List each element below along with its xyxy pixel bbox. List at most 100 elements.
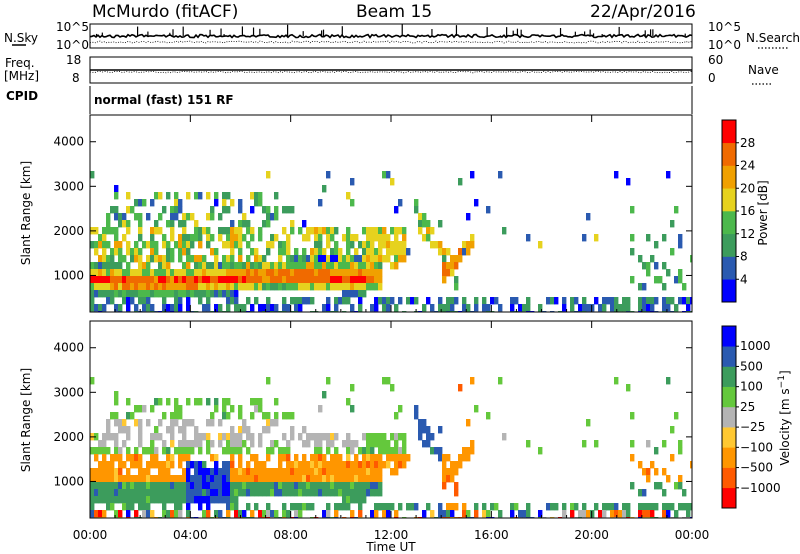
power-cell — [330, 234, 335, 242]
velocity-cell — [366, 482, 371, 490]
power-cell — [322, 262, 327, 270]
power-cell — [366, 262, 371, 270]
velocity-cell — [174, 482, 179, 490]
power-cell — [378, 276, 383, 284]
power-cell — [334, 262, 339, 270]
velocity-cell — [114, 412, 119, 420]
velocity-cell — [462, 454, 467, 462]
velocity-cell — [262, 412, 267, 420]
velocity-cell — [134, 482, 139, 490]
power-cell — [202, 255, 207, 263]
velocity-cell — [246, 489, 251, 497]
velocity-cell — [166, 468, 171, 476]
velocity-cell — [226, 489, 231, 497]
velocity-cell — [234, 468, 239, 476]
velocity-cell — [214, 489, 219, 497]
power-cell — [266, 220, 271, 228]
velocity-cell — [442, 468, 447, 476]
power-cell — [138, 297, 143, 305]
velocity-cell — [466, 419, 471, 427]
power-cell — [274, 192, 279, 200]
power-cell — [230, 227, 235, 235]
power-cell — [238, 220, 243, 228]
velocity-cell — [114, 510, 119, 518]
velocity-cell — [170, 440, 175, 448]
power-cell — [150, 199, 155, 207]
power-cell — [198, 290, 203, 298]
velocity-cell — [386, 377, 391, 385]
velocity-cell — [170, 454, 175, 462]
power-cell — [226, 206, 231, 214]
velocity-cell — [126, 503, 131, 511]
velocity-cell — [334, 475, 339, 483]
power-cell — [90, 290, 95, 298]
y-tick-label: 3000 — [53, 385, 84, 399]
power-cell — [286, 234, 291, 242]
velocity-cell — [118, 461, 123, 469]
power-cell — [266, 276, 271, 284]
velocity-cell — [222, 489, 227, 497]
power-cell — [266, 171, 271, 179]
power-cell — [398, 297, 403, 305]
power-cell — [162, 297, 167, 305]
power-cell — [154, 276, 159, 284]
power-cell — [310, 283, 315, 291]
velocity-cell — [418, 433, 423, 441]
power-cell — [94, 304, 99, 312]
power-cell — [146, 283, 151, 291]
velocity-cell — [370, 510, 375, 518]
velocity-cell — [266, 377, 271, 385]
velocity-cell — [630, 412, 635, 420]
velocity-cell — [158, 419, 163, 427]
velocity-cell — [174, 398, 179, 406]
power-y-axis-label: Slant Range [km] — [19, 161, 33, 265]
velocity-cell — [186, 510, 191, 518]
power-cell — [170, 283, 175, 291]
velocity-cell — [318, 475, 323, 483]
velocity-cell — [218, 489, 223, 497]
power-cell — [106, 241, 111, 249]
power-cell — [242, 276, 247, 284]
power-cell — [206, 304, 211, 312]
power-cell — [350, 241, 355, 249]
velocity-cell — [118, 489, 123, 497]
velocity-cell — [418, 426, 423, 434]
velocity-cell — [190, 496, 195, 504]
velocity-cell — [274, 440, 279, 448]
power-cell — [678, 269, 683, 277]
power-cell — [226, 276, 231, 284]
power-cell — [442, 255, 447, 263]
power-cell — [458, 248, 463, 256]
velocity-cell — [326, 475, 331, 483]
power-cell — [198, 241, 203, 249]
velocity-cell — [350, 475, 355, 483]
velocity-cell — [214, 482, 219, 490]
power-cell — [226, 227, 231, 235]
power-cell — [446, 248, 451, 256]
power-cell — [386, 255, 391, 263]
freq-left-tick-bottom: 8 — [72, 71, 80, 85]
power-cell — [470, 171, 475, 179]
power-cell — [250, 262, 255, 270]
velocity-cell — [362, 482, 367, 490]
power-cell — [182, 241, 187, 249]
power-cell — [174, 297, 179, 305]
power-cell — [402, 227, 407, 235]
velocity-cell — [298, 489, 303, 497]
power-cell — [262, 206, 267, 214]
velocity-cell — [450, 468, 455, 476]
velocity-cell — [246, 433, 251, 441]
power-cell — [442, 262, 447, 270]
power-cell — [150, 276, 155, 284]
power-cell — [142, 304, 147, 312]
velocity-cell — [366, 461, 371, 469]
velocity-cell — [90, 510, 95, 518]
velocity-cell — [170, 426, 175, 434]
power-cell — [170, 276, 175, 284]
velocity-cell — [166, 496, 171, 504]
velocity-cell — [310, 461, 315, 469]
velocity-cell — [258, 489, 263, 497]
power-cell — [314, 269, 319, 277]
velocity-cell — [186, 468, 191, 476]
velocity-cell — [350, 405, 355, 413]
